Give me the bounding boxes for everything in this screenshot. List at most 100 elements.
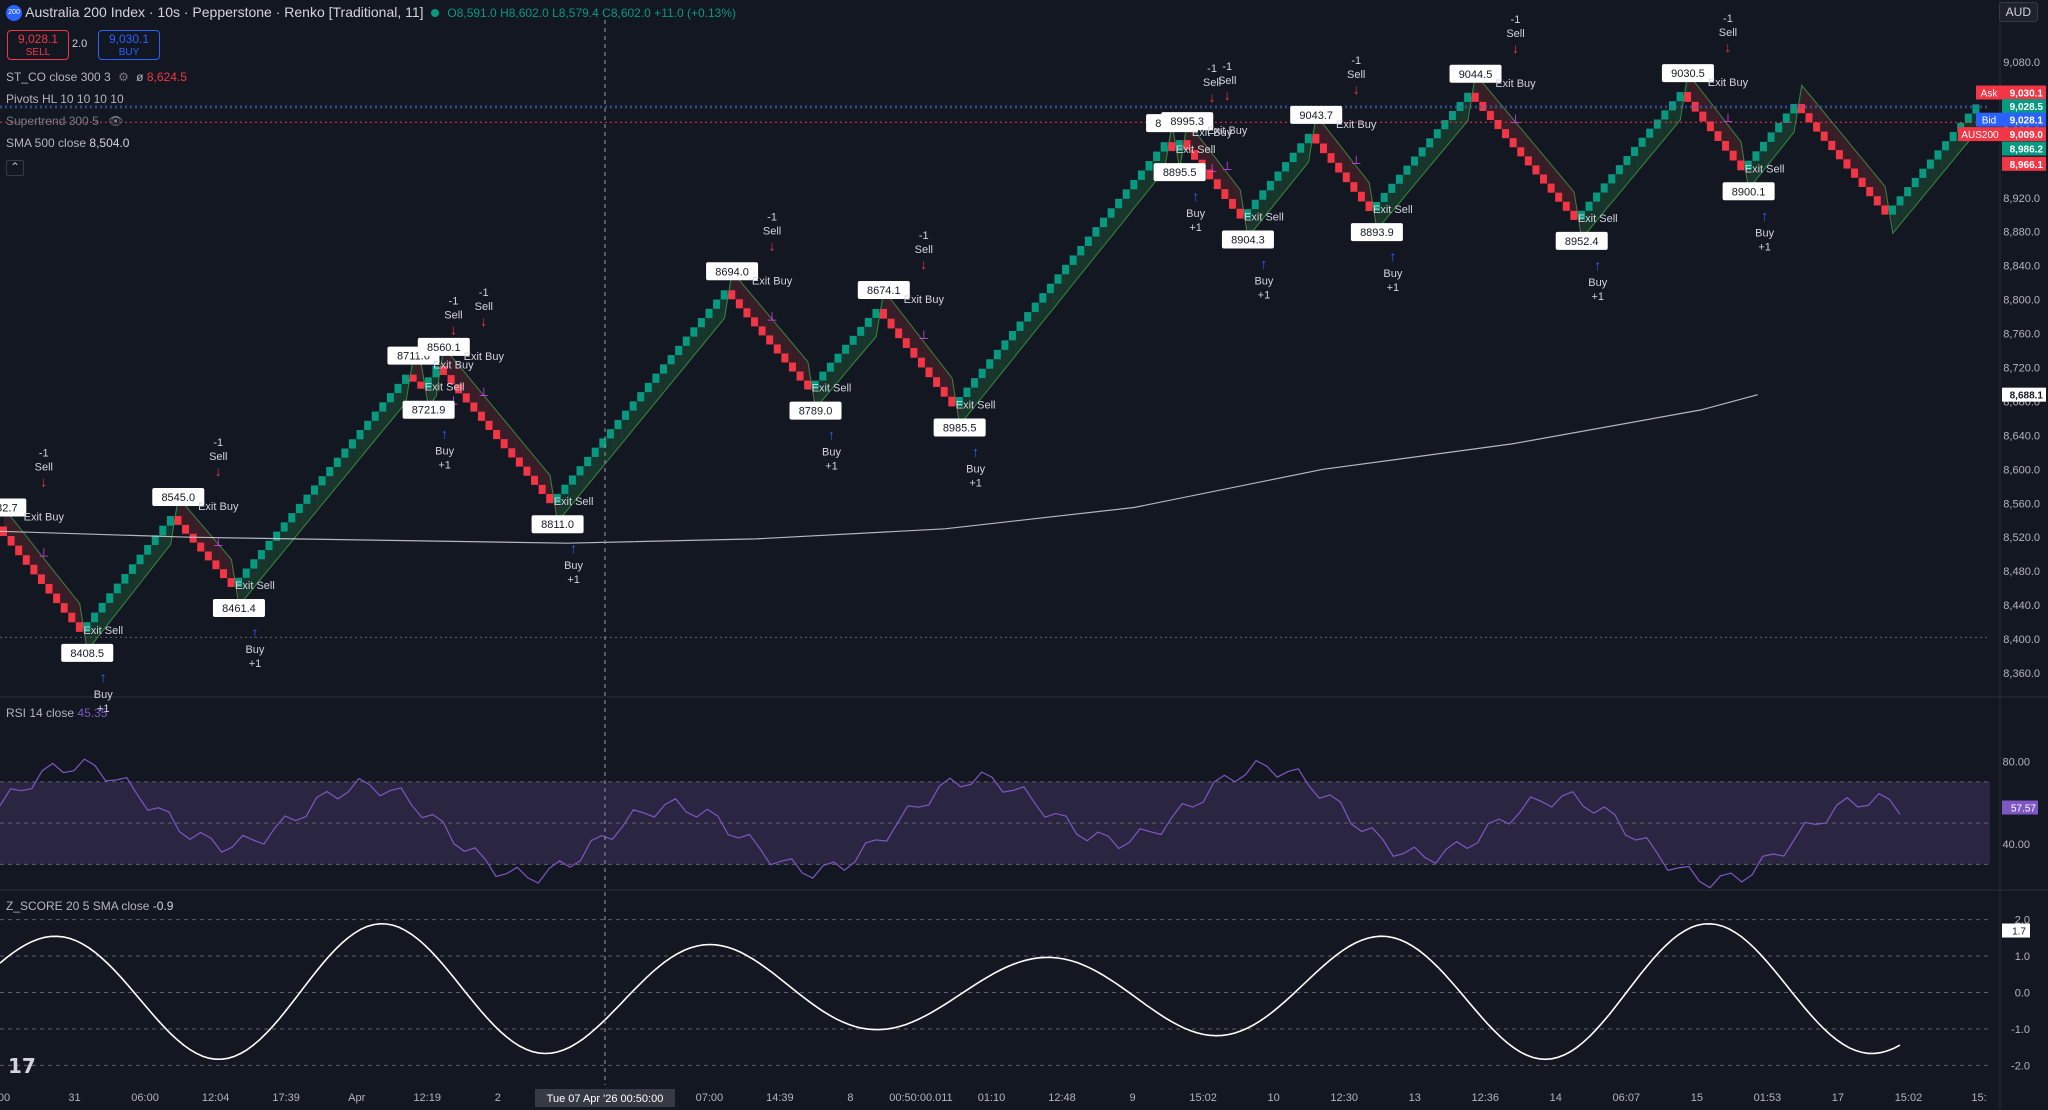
exit-buy-signal: Exit Buy [198,501,239,513]
renko-brick [561,484,569,494]
buy-signal: Buy [1383,268,1402,280]
pivots-legend[interactable]: Pivots HL 10 10 10 10 [6,92,124,106]
sell-signal: Sell [475,301,493,313]
buy-signal: Buy [435,446,454,458]
time-axis-tick: 9 [1130,1092,1136,1104]
renko-brick [295,503,303,514]
renko-brick [576,466,584,476]
renko-brick [356,430,364,440]
renko-brick [1320,143,1327,154]
symbol-header[interactable]: 200 Australia 200 Index · 10s · Pepperst… [6,4,737,22]
exit-marker-icon: ⊥ [448,394,458,408]
renko-brick [409,374,417,382]
sma-tag-value: 8,688.1 [2010,391,2044,402]
time-axis-tick: 12:19 [413,1092,441,1104]
renko-brick [364,420,372,431]
renko-brick [1509,138,1517,148]
renko-brick [1699,111,1707,122]
hidden-eye-icon[interactable]: 👁 [108,114,124,128]
renko-brick [1054,274,1062,284]
renko-brick [1175,140,1183,152]
exit-marker-icon: ⊥ [1723,111,1733,125]
renko-brick [1266,180,1274,191]
renko-brick [1615,165,1623,175]
renko-brick [1350,182,1358,192]
zscore-legend[interactable]: Z_SCORE 20 5 SMA close -0.9 [6,899,173,913]
renko-brick [83,622,91,632]
exit-sell-signal: Exit Sell [956,399,996,411]
pivot-label: 9043.7 [1299,110,1333,122]
ohlc-values: O8,591.0 H8,602.0 L8,579.4 C8,602.0 +11.… [447,6,737,20]
renko-brick [470,402,478,412]
price-axis-tick: 8,560.0 [2003,498,2040,510]
exit-buy-signal: Exit Buy [24,511,65,523]
renko-brick [500,439,508,449]
buy-arrow-icon: ↑ [570,540,577,556]
signal-qty: -1 [1723,13,1733,25]
time-axis-tick: 12:48 [1048,1092,1076,1104]
renko-brick [1570,210,1578,220]
renko-brick [447,375,455,385]
renko-brick [493,429,501,440]
exit-marker-icon: ⊥ [1510,112,1520,126]
ask-tag-value: 9,030.1 [2010,89,2044,100]
pivot-label: 8995.3 [1170,116,1204,128]
renko-brick [1069,255,1077,265]
pivot-label-box [0,498,27,517]
renko-brick [660,364,667,374]
pivot-label: 8985.5 [943,422,977,434]
rsi-legend[interactable]: RSI 14 close 45.35 [6,706,107,720]
renko-brick [842,344,850,354]
supertrend-legend[interactable]: Supertrend 300 5 👁 [6,114,123,128]
sell-arrow-icon: ↓ [215,463,222,479]
renko-brick [1130,179,1138,190]
renko-brick [1304,133,1312,144]
exit-marker-icon: ⊥ [1222,159,1232,173]
renko-brick [311,485,319,495]
collapse-legend-button[interactable]: ⌃ [6,160,24,176]
renko-brick [1661,110,1669,120]
renko-brick [333,457,341,467]
sma-value: 8,504.0 [89,136,130,150]
renko-brick [1638,137,1646,147]
buy-button[interactable]: 9,030.1 BUY [98,30,160,60]
signal-qty: +1 [825,461,838,473]
signal-qty: -1 [39,447,49,459]
renko-brick [1380,192,1388,202]
renko-brick [242,568,250,578]
renko-brick [1122,189,1130,199]
exit-sell-signal: Exit Sell [1373,204,1413,216]
renko-brick [1244,209,1252,219]
renko-brick [1775,122,1783,133]
renko-brick [182,524,190,534]
bid-tag [2002,112,2046,127]
renko-brick [948,396,956,407]
sell-button[interactable]: 9,028.1 SELL [7,30,69,60]
pivot-label: 8952.4 [1565,236,1599,248]
renko-brick [265,540,273,551]
time-axis-tick: 14 [1550,1092,1562,1104]
renko-brick [1251,199,1259,210]
tradingview-logo[interactable]: 17 [8,1054,36,1078]
renko-brick [1016,321,1024,331]
renko-brick [485,420,493,430]
renko-brick [1919,168,1927,178]
renko-brick [705,308,713,319]
time-axis-tick: Apr [348,1092,365,1104]
st-co-legend[interactable]: ST_CO close 300 3 ⚙ ø 8,624.5 [6,70,187,84]
time-axis-tick: 06:00 [131,1092,159,1104]
settings-icon[interactable]: ⚙ [118,70,129,84]
exit-sell-signal: Exit Sell [554,496,594,508]
currency-button[interactable]: AUD [1998,2,2038,22]
renko-brick [644,382,652,393]
renko-brick [1259,190,1267,200]
pivot-label-box [531,515,584,534]
renko-brick [1411,156,1419,166]
renko-brick [1084,236,1092,246]
sma-legend[interactable]: SMA 500 close 8,504.0 [6,136,129,150]
aus200-tag-label [1958,127,2002,142]
renko-brick [1153,151,1161,162]
crosshair-time-label: Tue 07 Apr '26 00:50:00 [547,1093,664,1105]
sell-signal: Sell [209,451,227,463]
